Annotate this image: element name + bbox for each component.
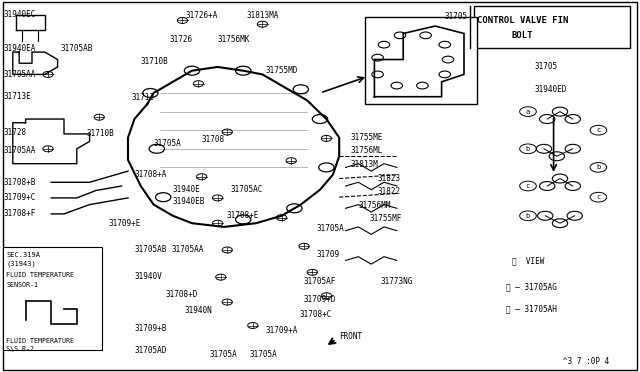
Text: 31709: 31709 <box>317 250 340 259</box>
Text: 31705AA: 31705AA <box>3 70 36 79</box>
Text: ⓒ — 31705AH: ⓒ — 31705AH <box>506 304 556 313</box>
Text: 31705A: 31705A <box>250 350 277 359</box>
Text: 31728: 31728 <box>3 128 26 137</box>
Text: CONTROL VALVE FIN: CONTROL VALVE FIN <box>477 16 568 25</box>
Text: 31705AB: 31705AB <box>134 245 167 254</box>
Text: 31709+D: 31709+D <box>304 295 337 304</box>
Text: S\S R-2: S\S R-2 <box>6 346 35 352</box>
Text: 31708+E: 31708+E <box>227 211 259 219</box>
Text: 31940V: 31940V <box>134 272 162 280</box>
Text: 31726+A: 31726+A <box>186 11 218 20</box>
Text: 31813MA: 31813MA <box>246 11 279 20</box>
Text: 31708+A: 31708+A <box>134 170 167 179</box>
Text: 31756MM: 31756MM <box>358 201 391 210</box>
Text: b: b <box>526 146 530 152</box>
Text: SENSOR-1: SENSOR-1 <box>6 282 38 288</box>
Text: 31705AC: 31705AC <box>230 185 263 194</box>
Text: 31705AD: 31705AD <box>134 346 167 355</box>
Text: 31756MK: 31756MK <box>218 35 250 44</box>
Text: 31823: 31823 <box>378 174 401 183</box>
Text: 31713E: 31713E <box>3 92 31 101</box>
Text: 31710B: 31710B <box>86 129 114 138</box>
Text: 31813M: 31813M <box>351 160 378 169</box>
Text: 31755MD: 31755MD <box>266 66 298 75</box>
Text: 31709+C: 31709+C <box>3 193 36 202</box>
Text: ⓐ  VIEW: ⓐ VIEW <box>512 256 545 265</box>
Text: 31708+D: 31708+D <box>165 290 198 299</box>
Text: 31940EA: 31940EA <box>3 44 36 53</box>
Text: 31705AF: 31705AF <box>304 278 337 286</box>
Text: 31708+F: 31708+F <box>3 209 36 218</box>
Text: 31705A: 31705A <box>317 224 344 233</box>
Text: BOLT: BOLT <box>512 31 534 40</box>
Text: 31705AB: 31705AB <box>61 44 93 53</box>
Bar <box>365 17 477 104</box>
Text: 31773NG: 31773NG <box>381 278 413 286</box>
Text: 31940ED: 31940ED <box>534 85 567 94</box>
Text: FRONT: FRONT <box>339 332 362 341</box>
Text: a: a <box>526 109 530 115</box>
Text: 31708+B: 31708+B <box>3 178 36 187</box>
Bar <box>474 6 630 48</box>
Text: 31726: 31726 <box>170 35 193 44</box>
Text: 31705AA: 31705AA <box>3 146 36 155</box>
Text: c: c <box>596 194 600 200</box>
Text: 31705A: 31705A <box>210 350 237 359</box>
Text: (31943): (31943) <box>6 261 36 267</box>
Text: 31709+E: 31709+E <box>109 219 141 228</box>
Text: 31709+A: 31709+A <box>266 326 298 335</box>
Text: FLUID TEMPERATURE: FLUID TEMPERATURE <box>6 272 74 278</box>
Text: 31940N: 31940N <box>184 306 212 315</box>
Bar <box>3 247 102 350</box>
Text: 31709+B: 31709+B <box>134 324 167 333</box>
Text: 31940EB: 31940EB <box>173 197 205 206</box>
Text: b: b <box>526 213 530 219</box>
Text: 31705: 31705 <box>445 12 468 21</box>
Text: c: c <box>526 183 530 189</box>
Text: FLUID TEMPERATURE: FLUID TEMPERATURE <box>6 338 74 344</box>
Text: 31755ME: 31755ME <box>351 133 383 142</box>
Text: 31940E: 31940E <box>173 185 200 194</box>
Text: 31708: 31708 <box>202 135 225 144</box>
Text: 31755MF: 31755MF <box>370 214 403 223</box>
Text: 31713: 31713 <box>131 93 154 102</box>
Text: ⓑ — 31705AG: ⓑ — 31705AG <box>506 282 556 291</box>
Text: SEC.319A: SEC.319A <box>6 252 40 258</box>
Text: 31940EC: 31940EC <box>3 10 36 19</box>
Text: 31705AA: 31705AA <box>172 245 204 254</box>
Text: ^3 7 :0P 4: ^3 7 :0P 4 <box>563 357 609 366</box>
Text: 31705A: 31705A <box>154 139 181 148</box>
Text: c: c <box>596 127 600 133</box>
Text: b: b <box>596 164 600 170</box>
Text: 31705: 31705 <box>534 62 557 71</box>
Text: 31756ML: 31756ML <box>351 146 383 155</box>
Text: 31708+C: 31708+C <box>300 310 332 319</box>
Text: 31710B: 31710B <box>141 57 168 66</box>
Text: 31822: 31822 <box>378 187 401 196</box>
